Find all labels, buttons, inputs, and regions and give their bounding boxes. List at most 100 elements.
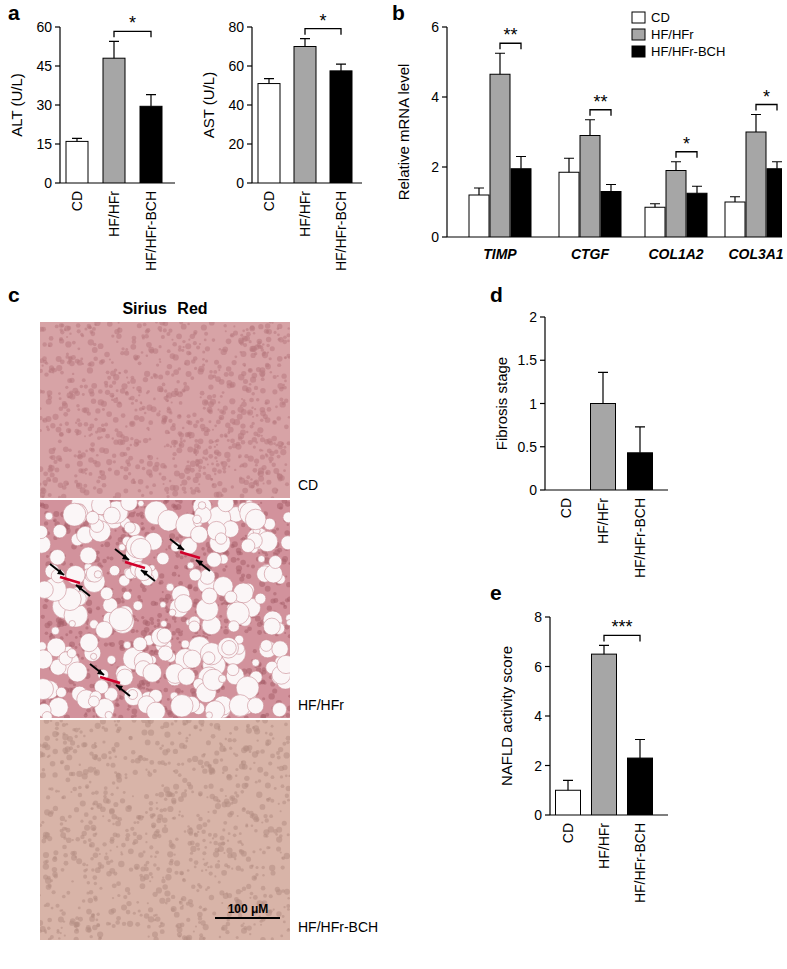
cell-texture (287, 523, 289, 525)
cell-texture (124, 369, 128, 373)
cell-texture (209, 370, 213, 374)
cell-texture (92, 460, 97, 465)
cell-texture (83, 484, 87, 488)
cell-texture (107, 572, 110, 575)
cell-texture (116, 340, 118, 342)
cell-texture (114, 702, 119, 707)
cell-texture (77, 347, 80, 350)
cell-texture (283, 335, 287, 339)
cell-texture (157, 619, 160, 622)
cell-texture (219, 596, 224, 601)
cell-texture (80, 385, 83, 388)
cell-texture (123, 452, 127, 456)
cell-texture (260, 419, 264, 423)
y-tick (55, 26, 60, 27)
cell-texture (238, 340, 243, 345)
cell-texture (113, 460, 116, 463)
cell-texture (167, 400, 169, 402)
cell-texture (65, 633, 68, 636)
cell-texture (212, 338, 216, 342)
cell-texture (205, 359, 208, 362)
y-tick (247, 65, 252, 66)
lipid-droplet (187, 562, 194, 569)
cell-texture (259, 370, 265, 376)
cell-texture (151, 406, 157, 412)
cell-texture (114, 329, 119, 334)
cell-texture (106, 370, 110, 374)
significance-label: * (319, 11, 326, 31)
cell-texture (193, 423, 198, 428)
cell-texture (265, 586, 271, 592)
cell-texture (287, 327, 289, 329)
cell-texture (177, 391, 183, 397)
cell-texture (155, 322, 158, 323)
cell-texture (185, 432, 190, 437)
cell-texture (273, 592, 277, 596)
cell-texture (46, 399, 52, 405)
cell-texture (225, 626, 227, 628)
cell-texture (82, 393, 85, 396)
cell-texture (288, 634, 290, 638)
cell-texture (152, 483, 156, 487)
y-tick (55, 182, 60, 183)
cell-texture (41, 327, 46, 332)
cell-texture (226, 380, 232, 386)
cell-texture (182, 427, 185, 430)
x-tick-label: CD (69, 191, 85, 211)
error-bar (474, 188, 484, 195)
cell-texture (94, 324, 96, 326)
cell-texture (214, 424, 217, 427)
cell-texture (194, 452, 196, 454)
cell-texture (249, 482, 255, 488)
cell-texture (40, 369, 43, 373)
x-tick-label: COL1A2 (648, 246, 703, 262)
cell-texture (248, 411, 251, 414)
cell-texture (138, 489, 142, 493)
cell-texture (90, 442, 95, 447)
cell-texture (171, 391, 177, 397)
cell-texture (198, 439, 204, 445)
cell-texture (106, 556, 109, 559)
cell-texture (169, 411, 172, 414)
cell-texture (194, 367, 197, 370)
cell-texture (193, 477, 199, 483)
cell-texture (257, 427, 263, 433)
cell-texture (105, 390, 110, 395)
cell-texture (188, 339, 190, 341)
cell-texture (254, 345, 259, 350)
lipid-droplet (160, 602, 166, 608)
cell-texture (249, 398, 254, 403)
cell-texture (104, 352, 110, 358)
cell-texture (267, 329, 272, 334)
cell-texture (277, 548, 282, 553)
cell-texture (246, 389, 249, 392)
cell-texture (261, 714, 266, 718)
y-axis-label: Relative mRNA level (395, 64, 412, 201)
cell-texture (104, 423, 108, 427)
cell-texture (62, 485, 67, 490)
cell-texture (202, 358, 205, 361)
cell-texture (280, 401, 286, 407)
cell-texture (128, 397, 131, 400)
cell-texture (85, 473, 87, 475)
cell-texture (86, 623, 88, 625)
significance-label: * (683, 134, 690, 154)
cell-texture (209, 439, 214, 444)
cell-texture (214, 456, 217, 459)
cell-texture (175, 537, 179, 541)
cell-texture (114, 470, 120, 476)
cell-texture (190, 376, 194, 380)
cell-texture (66, 428, 71, 433)
cell-texture (251, 353, 256, 358)
cell-texture (56, 365, 62, 371)
cell-texture (226, 366, 231, 371)
cell-texture (269, 322, 272, 324)
cell-texture (179, 432, 184, 437)
cell-texture (119, 695, 121, 697)
cell-texture (139, 511, 143, 515)
cell-texture (99, 470, 102, 473)
error-bar (751, 115, 761, 133)
cell-texture (231, 557, 237, 563)
cell-texture (183, 346, 185, 348)
cell-texture (145, 485, 148, 488)
